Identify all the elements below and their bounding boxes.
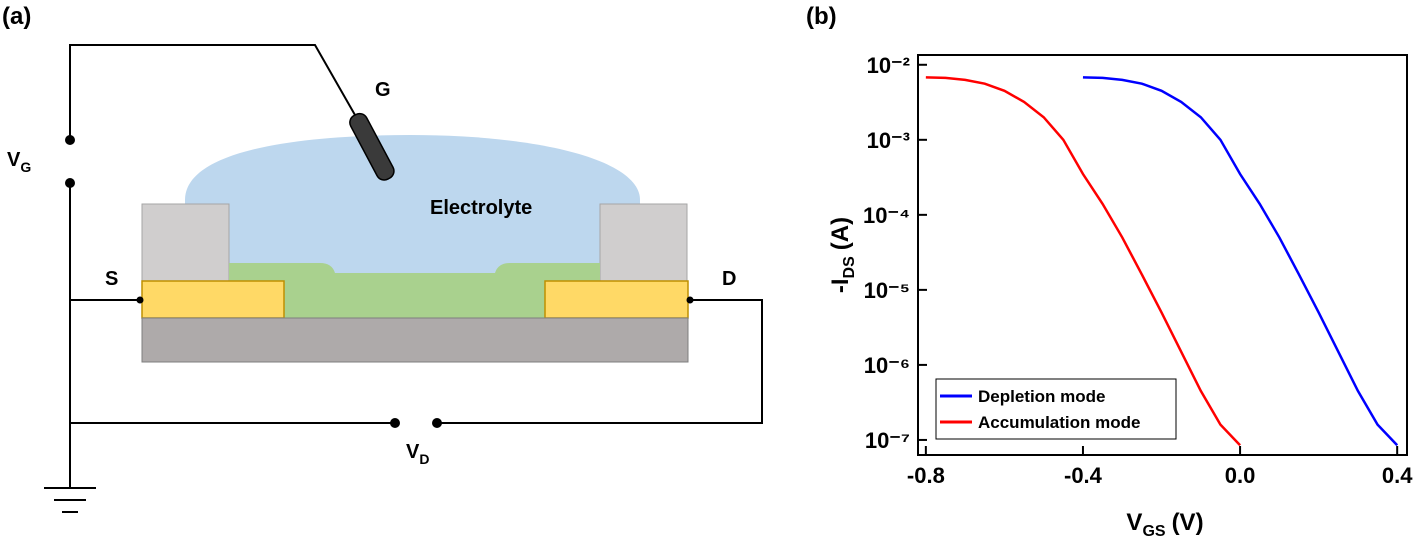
- y-tick-label: 10⁻³: [867, 128, 910, 153]
- drain-voltage-sub: D: [419, 451, 429, 467]
- encapsulation: [599, 203, 688, 282]
- terminal: [65, 135, 75, 145]
- panel-label: (b): [806, 3, 837, 30]
- drain-electrode: [544, 280, 689, 319]
- source-label: S: [105, 268, 118, 290]
- drain-label: D: [722, 268, 736, 290]
- y-tick-label: 10⁻⁷: [865, 428, 910, 453]
- y-tick-label: 10⁻⁴: [863, 203, 910, 228]
- electrolyte: [185, 135, 640, 275]
- y-tick-label: 10⁻²: [867, 53, 910, 78]
- legend-label: Depletion mode: [978, 387, 1106, 406]
- x-tick-label: -0.8: [907, 463, 945, 488]
- x-axis-label: VGS (V): [1126, 509, 1203, 540]
- gate-voltage-main: V: [7, 149, 21, 171]
- legend-box: [935, 378, 1177, 440]
- legend-label: Accumulation mode: [978, 413, 1140, 432]
- y-label-sub: DS: [841, 256, 858, 279]
- gate-label: G: [375, 79, 391, 101]
- device-diagram: (a) G VG Electrolyte S D VD: [2, 3, 763, 513]
- x-label-unit: (V): [1172, 509, 1204, 536]
- electrolyte-label: Electrolyte: [430, 197, 532, 219]
- encapsulation: [141, 203, 230, 282]
- data-line: [925, 76, 1241, 447]
- substrate: [141, 317, 689, 363]
- x-tick-label: 0.4: [1382, 463, 1413, 488]
- y-label-main: -I: [827, 278, 854, 293]
- y-tick-label: 10⁻⁵: [864, 278, 910, 303]
- data-line: [1082, 76, 1399, 447]
- gate-electrode: [349, 112, 395, 181]
- gate-voltage-label: VG: [7, 149, 31, 175]
- drain-wire: [437, 299, 763, 424]
- gate-voltage-sub: G: [20, 159, 31, 175]
- source-electrode: [141, 280, 285, 319]
- panel-label: (a): [2, 3, 31, 30]
- plot-frame: [917, 54, 1408, 456]
- drain-voltage-main: V: [406, 441, 420, 463]
- x-tick-label: 0.0: [1225, 463, 1256, 488]
- contact: [136, 296, 144, 304]
- x-label-sub: GS: [1142, 523, 1165, 540]
- terminal: [432, 418, 442, 428]
- x-tick-label: -0.4: [1064, 463, 1103, 488]
- gate-wire: [69, 44, 356, 140]
- y-label-unit: (A): [827, 217, 854, 250]
- channel: [229, 263, 600, 318]
- y-axis-label: -IDS (A): [827, 217, 858, 293]
- y-tick-label: 10⁻⁶: [864, 353, 910, 378]
- drain-voltage-label: VD: [406, 441, 429, 467]
- x-label-main: V: [1126, 509, 1142, 536]
